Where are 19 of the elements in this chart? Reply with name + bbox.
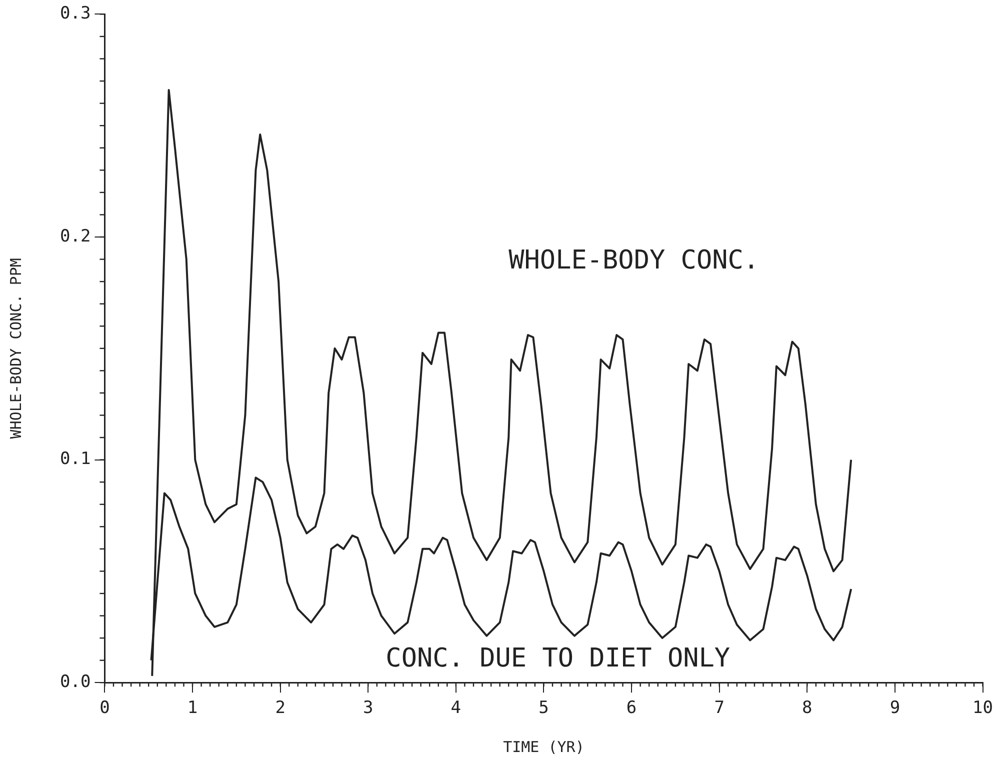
text: WHOLE-BODY CONC. bbox=[508, 246, 760, 276]
x-tick-label: 0 bbox=[100, 698, 110, 718]
x-tick-label: 7 bbox=[714, 698, 724, 718]
y-tick-label: 0.0 bbox=[60, 672, 91, 692]
y-axis-title: WHOLE-BODY CONC. PPM bbox=[6, 258, 25, 439]
x-tick-label: 3 bbox=[363, 698, 374, 718]
x-tick-label: 6 bbox=[626, 698, 637, 718]
x-tick-label: 9 bbox=[890, 698, 900, 718]
x-axis-title: TIME (YR) bbox=[503, 738, 584, 756]
x-tick-label: 10 bbox=[972, 698, 994, 718]
series-label: CONC. DUE TO DIET ONLY bbox=[386, 643, 730, 674]
y-tick-label: 0.1 bbox=[60, 449, 91, 470]
y-tick-label: 0.2 bbox=[60, 226, 91, 246]
x-tick-label: 4 bbox=[450, 698, 462, 718]
x-tick-label: 5 bbox=[538, 698, 549, 718]
x-tick-label: 1 bbox=[187, 698, 198, 718]
x-tick-label: 2 bbox=[275, 698, 286, 718]
y-tick-label: 0.3 bbox=[60, 4, 91, 24]
x-tick-label: 8 bbox=[802, 698, 812, 718]
